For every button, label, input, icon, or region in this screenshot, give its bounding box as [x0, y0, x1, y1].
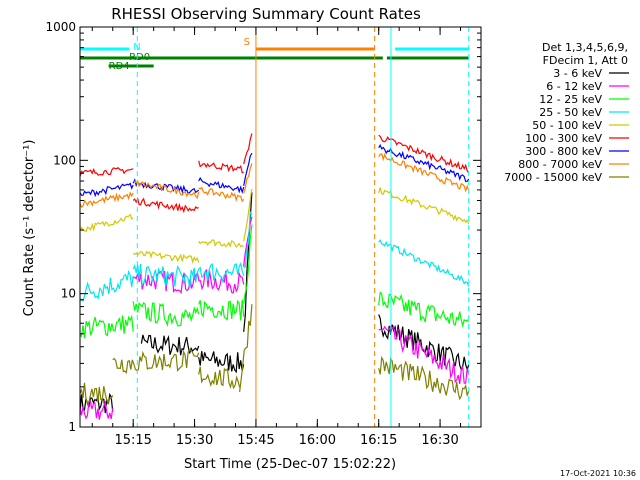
series-line-6-12-kev [378, 324, 470, 385]
y-tick-label: 1 [68, 420, 76, 434]
flag-label-rd4: RD4 [109, 61, 130, 72]
series-line-100-300-kev [132, 196, 199, 214]
series-line-800-7000-kev [79, 191, 134, 209]
flag-label-s: S [244, 37, 250, 48]
series-800-7000-kev [79, 152, 470, 209]
legend-entry-label: 50 - 100 keV [532, 119, 602, 132]
x-tick-label: 16:30 [421, 433, 458, 448]
series-3-6-kev [79, 192, 470, 415]
series-line-7000-15000-kev [239, 304, 253, 392]
x-tick-label: 16:15 [360, 433, 397, 448]
series-50-100-kev [79, 187, 470, 265]
series-line-6-12-kev [79, 400, 114, 420]
series-line-100-300-kev [198, 160, 244, 174]
series-6-12-kev [79, 216, 470, 420]
series-line-7000-15000-kev [112, 349, 200, 375]
y-tick-label: 100 [53, 153, 76, 167]
legend-entry-label: 3 - 6 keV [553, 67, 602, 80]
legend-entry-label: 25 - 50 keV [539, 106, 602, 119]
series-line-800-7000-kev [132, 179, 200, 200]
series-line-100-300-kev [79, 167, 134, 177]
series-line-3-6-kev [198, 351, 245, 374]
series-line-3-6-kev [79, 392, 114, 415]
series-300-800-kev [79, 143, 470, 198]
x-tick-label: 16:00 [299, 433, 336, 448]
x-axis-label: Start Time (25-Dec-07 15:02:22) [184, 457, 396, 472]
series-line-7000-15000-kev [198, 366, 241, 390]
legend-entry-label: 800 - 7000 keV [518, 158, 602, 171]
series-line-25-50-kev [243, 209, 253, 269]
series-line-100-300-kev [378, 134, 470, 174]
legend-header: Det 1,3,4,5,6,9, [542, 41, 628, 54]
chart-title: RHESSI Observing Summary Count Rates [111, 5, 421, 23]
series-line-300-800-kev [79, 182, 134, 198]
legend-entry-label: 12 - 25 keV [539, 93, 602, 106]
series-100-300-kev [79, 133, 470, 214]
series-line-25-50-kev [79, 269, 134, 303]
y-axis-label: Count Rate (s⁻¹ detector⁻¹) [22, 140, 37, 317]
series-line-25-50-kev [378, 238, 470, 287]
y-tick-label: 1000 [45, 20, 76, 34]
legend-entry-label: 6 - 12 keV [546, 80, 602, 93]
legend: Det 1,3,4,5,6,9,FDecim 1, Att 03 - 6 keV… [504, 41, 629, 184]
legend-entry-label: 300 - 800 keV [525, 145, 602, 158]
series-line-800-7000-kev [378, 152, 470, 193]
series-line-12-25-kev [243, 224, 253, 304]
series-line-12-25-kev [198, 299, 245, 321]
series-layer [79, 133, 470, 420]
vertical-markers [136, 27, 470, 427]
series-line-12-25-kev [79, 314, 134, 339]
series-line-50-100-kev [132, 250, 200, 265]
series-line-25-50-kev [198, 261, 245, 284]
legend-header: FDecim 1, Att 0 [543, 54, 628, 67]
x-tick-label: 15:30 [176, 433, 213, 448]
series-7000-15000-kev [79, 304, 470, 405]
series-12-25-kev [79, 224, 470, 339]
series-25-50-kev [79, 209, 470, 303]
series-line-6-12-kev [243, 216, 253, 267]
legend-entry-label: 7000 - 15000 keV [504, 171, 602, 184]
series-line-3-6-kev [140, 334, 200, 356]
series-line-50-100-kev [198, 239, 245, 248]
series-line-25-50-kev [132, 264, 200, 289]
series-line-6-12-kev [194, 269, 245, 294]
series-line-12-25-kev [378, 291, 470, 328]
legend-entry-label: 100 - 300 keV [525, 132, 602, 145]
y-tick-label: 10 [61, 287, 76, 301]
series-line-50-100-kev [378, 187, 470, 225]
timestamp: 17-Oct-2021 10:36 [560, 469, 636, 478]
series-line-300-800-kev [378, 143, 470, 183]
series-line-800-7000-kev [243, 163, 253, 194]
series-line-800-7000-kev [198, 186, 245, 203]
plot-frame [79, 26, 482, 428]
series-line-300-800-kev [198, 176, 245, 195]
series-line-7000-15000-kev [79, 382, 114, 405]
series-line-50-100-kev [79, 213, 134, 233]
series-line-50-100-kev [243, 188, 253, 242]
flag-label-rd0: RD0 [129, 52, 150, 63]
series-line-12-25-kev [132, 301, 200, 327]
series-line-100-300-kev [243, 133, 253, 165]
flag-bars: NRD0RD4S [80, 37, 469, 72]
series-line-300-800-kev [132, 178, 200, 195]
series-line-7000-15000-kev [378, 355, 470, 401]
x-tick-label: 15:15 [114, 433, 151, 448]
axes: 1 10 100 1000 15:15 15:30 15:45 16:00 16:15 16:30 [45, 20, 482, 448]
series-line-300-800-kev [243, 152, 253, 187]
x-tick-label: 15:45 [237, 433, 274, 448]
